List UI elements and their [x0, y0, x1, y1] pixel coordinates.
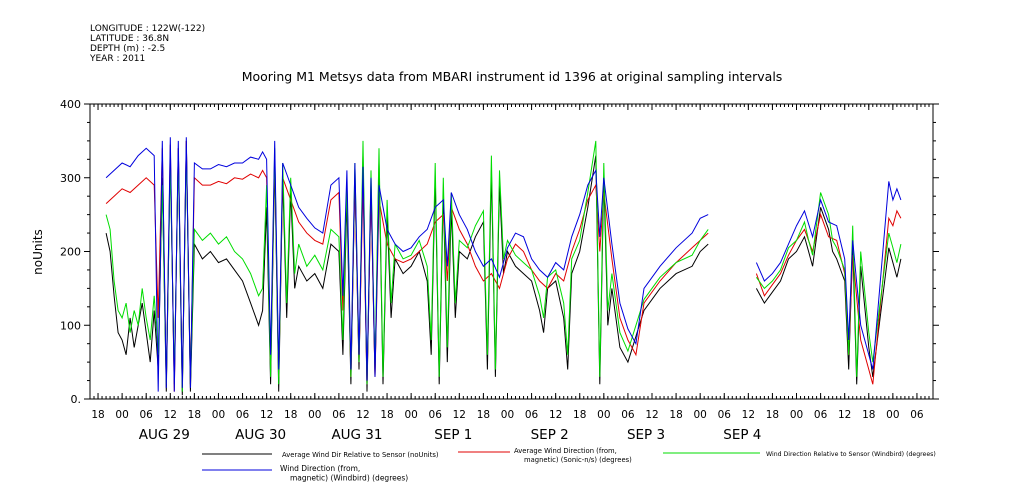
x-tick-label: 06 — [140, 409, 154, 421]
x-day-label: SEP 4 — [723, 427, 761, 443]
x-tick-label: 06 — [236, 409, 250, 421]
meta-latitude: LATITUDE : 36.8N — [90, 34, 169, 44]
x-tick-label: 12 — [549, 409, 562, 421]
legend-label-3: Wind Direction (from, magnetic) (Windbird… — [280, 464, 408, 483]
x-tick-label: 00 — [212, 409, 225, 421]
y-tick-label: 0. — [71, 393, 82, 406]
x-tick-label: 18 — [91, 409, 104, 421]
series-line-3 — [105, 137, 902, 392]
y-tick-label: 400 — [60, 98, 81, 111]
x-tick-label: 18 — [766, 409, 779, 421]
x-tick-label: 00 — [501, 409, 514, 421]
x-tick-label: 00 — [597, 409, 610, 421]
x-day-label: AUG 30 — [235, 427, 286, 443]
x-tick-label: 18 — [284, 409, 297, 421]
x-tick-label: 06 — [814, 409, 828, 421]
y-tick-label: 100 — [60, 319, 81, 332]
x-day-label: AUG 31 — [331, 427, 382, 443]
y-tick-label: 300 — [60, 172, 81, 185]
x-tick-label: 06 — [525, 409, 539, 421]
x-tick-label: 00 — [115, 409, 128, 421]
x-tick-label: 06 — [621, 409, 635, 421]
x-tick-label: 18 — [862, 409, 875, 421]
x-tick-label: 06 — [429, 409, 443, 421]
x-tick-label: 00 — [886, 409, 899, 421]
axis-layer: 0. 100 200 300 400 18 00 06 12 18 00 06 12 18 00 06 12 18… — [60, 98, 939, 443]
legend-label-0: Average Wind Dir Relative to Sensor (noU… — [282, 451, 439, 459]
x-tick-label: 06 — [718, 409, 732, 421]
x-tick-label: 18 — [669, 409, 682, 421]
x-tick-label: 12 — [838, 409, 851, 421]
x-tick-label: 12 — [742, 409, 755, 421]
legend-label-2: Wind Direction Relative to Sensor (Windb… — [766, 451, 936, 458]
meta-depth: DEPTH (m) : -2.5 — [90, 44, 165, 54]
x-tick-label: 12 — [164, 409, 177, 421]
y-tick-label: 200 — [60, 246, 81, 259]
x-tick-label: 18 — [188, 409, 201, 421]
x-tick-label: 18 — [380, 409, 393, 421]
x-day-label: SEP 3 — [627, 427, 665, 443]
x-tick-label: 00 — [308, 409, 321, 421]
legend: Average Wind Dir Relative to Sensor (noU… — [202, 447, 936, 483]
x-tick-label: 06 — [910, 409, 924, 421]
x-tick-label: 12 — [260, 409, 273, 421]
x-tick-label: 12 — [453, 409, 466, 421]
meta-year: YEAR : 2011 — [89, 54, 145, 64]
legend-label-1: Average Wind Direction (from, magnetic) (… — [514, 447, 632, 464]
x-tick-label: 00 — [404, 409, 417, 421]
x-tick-label: 18 — [573, 409, 586, 421]
x-tick-label: 00 — [693, 409, 706, 421]
x-tick-label: 18 — [477, 409, 490, 421]
x-tick-label: 12 — [645, 409, 658, 421]
x-day-label: SEP 1 — [434, 427, 472, 443]
x-tick-label: 00 — [790, 409, 803, 421]
x-day-label: SEP 2 — [531, 427, 569, 443]
x-tick-label: 12 — [356, 409, 369, 421]
chart-title: Mooring M1 Metsys data from MBARI instru… — [242, 69, 783, 84]
meta-longitude: LONGITUDE : 122W(-122) — [90, 24, 205, 34]
series-layer — [105, 137, 902, 396]
x-tick-label: 06 — [332, 409, 346, 421]
y-axis-label: noUnits — [31, 229, 45, 275]
x-day-label: AUG 29 — [139, 427, 190, 443]
